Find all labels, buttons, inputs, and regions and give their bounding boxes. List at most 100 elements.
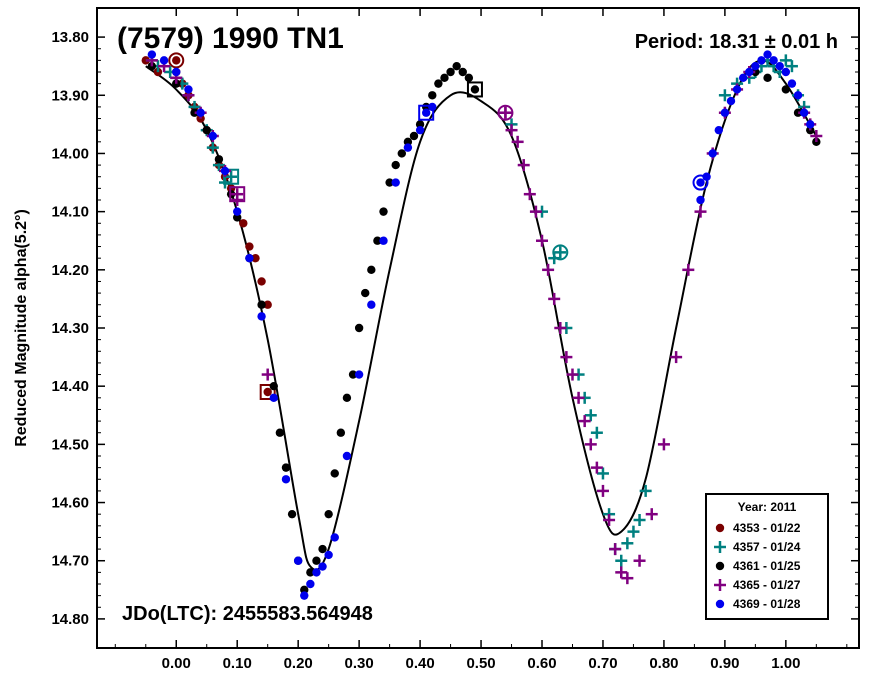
data-point: [214, 155, 224, 164]
data-point: [769, 56, 778, 65]
data-point: [657, 438, 670, 451]
data-point: [391, 160, 400, 170]
data-point: [785, 60, 798, 73]
data-point: [202, 125, 211, 135]
data-point: [566, 368, 579, 381]
data-point: [184, 85, 193, 94]
data-point: [763, 73, 772, 83]
marked-point: [696, 178, 705, 187]
data-point: [590, 426, 603, 439]
data-point: [542, 263, 555, 276]
data-point: [409, 131, 419, 141]
data-point: [318, 544, 327, 554]
data-point: [738, 73, 748, 83]
data-point: [793, 91, 803, 100]
data-point: [287, 509, 297, 519]
legend-marker: [715, 523, 725, 533]
x-tick-label: 0.20: [284, 655, 313, 672]
data-point: [397, 149, 406, 158]
data-point: [403, 137, 413, 147]
open-square-marker: [229, 186, 246, 203]
x-tick-label: 0.50: [466, 655, 495, 672]
data-point: [452, 61, 461, 71]
fit-curve: [145, 59, 818, 571]
open-circle-marker: [552, 244, 569, 261]
x-tick-label: 0.70: [588, 655, 617, 672]
data-point: [306, 579, 315, 589]
data-point: [190, 108, 199, 117]
data-point: [670, 351, 683, 364]
data-point: [639, 484, 652, 497]
data-point: [318, 562, 327, 571]
legend-box: [705, 493, 829, 620]
data-point: [621, 572, 634, 585]
data-point: [269, 393, 278, 403]
data-point: [354, 370, 364, 379]
data-point: [787, 79, 797, 88]
data-point: [793, 108, 803, 117]
y-tick-label: 14.30: [51, 320, 89, 337]
x-tick-label: 1.00: [771, 655, 800, 672]
period-label: Period: 18.31 ± 0.01 h: [635, 31, 838, 53]
x-tick-label: 0.90: [710, 655, 739, 672]
open-square-marker: [259, 384, 276, 400]
data-point: [342, 451, 352, 461]
x-tick-label: 0.30: [345, 655, 374, 672]
open-square-marker: [418, 104, 435, 121]
data-point: [751, 67, 760, 77]
data-point: [324, 550, 333, 560]
data-point: [505, 124, 518, 137]
data-point: [428, 91, 437, 100]
data-point: [324, 509, 333, 519]
data-point: [714, 125, 723, 135]
y-tick-label: 14.50: [51, 436, 89, 453]
data-point: [603, 514, 616, 526]
y-tick-label: 14.00: [51, 145, 89, 162]
data-point: [763, 50, 772, 59]
series-0: [141, 52, 276, 400]
y-tick-label: 13.80: [51, 29, 89, 46]
legend-marker: [714, 541, 726, 553]
data-point: [312, 568, 321, 577]
data-point: [415, 125, 425, 135]
data-point: [261, 368, 274, 381]
data-point: [263, 300, 272, 309]
data-point: [342, 393, 352, 403]
legend-label: 4353 - 01/22: [733, 521, 801, 535]
y-tick-label: 14.80: [51, 611, 89, 628]
data-point: [300, 591, 309, 600]
data-point: [810, 130, 823, 142]
data-point: [391, 178, 400, 187]
y-tick-label: 13.90: [51, 87, 89, 104]
open-circle-marker: [692, 174, 709, 191]
data-point: [330, 533, 339, 542]
data-point: [220, 166, 230, 176]
data-point: [517, 159, 530, 172]
data-point: [554, 322, 567, 334]
data-point: [172, 67, 181, 77]
data-point: [536, 234, 549, 247]
data-point: [446, 67, 455, 77]
data-point: [578, 415, 591, 428]
data-point: [385, 178, 394, 187]
y-tick-label: 14.70: [51, 553, 89, 570]
data-point: [781, 67, 791, 77]
legend-label: 4361 - 01/25: [733, 559, 801, 573]
marked-point: [263, 387, 272, 397]
data-point: [596, 467, 609, 480]
data-point: [523, 188, 536, 201]
data-point: [584, 409, 597, 422]
data-point: [806, 120, 815, 129]
data-point: [627, 525, 640, 538]
data-point: [281, 463, 291, 472]
data-point: [293, 556, 303, 565]
x-tick-label: 0.80: [649, 655, 678, 672]
legend: Year: 2011 4353 - 01/22 4357 - 01/24 4361 …: [705, 493, 829, 620]
data-point: [379, 207, 388, 216]
data-point: [251, 253, 260, 263]
data-point: [633, 554, 646, 567]
fit-curve-group: [145, 59, 818, 571]
axis-tick-labels: 0.00 0.10 0.20 0.30 0.40 0.50 0.60 0.70 0.80 0.90…: [51, 29, 800, 672]
data-point: [196, 108, 205, 117]
marked-point: [225, 170, 238, 183]
